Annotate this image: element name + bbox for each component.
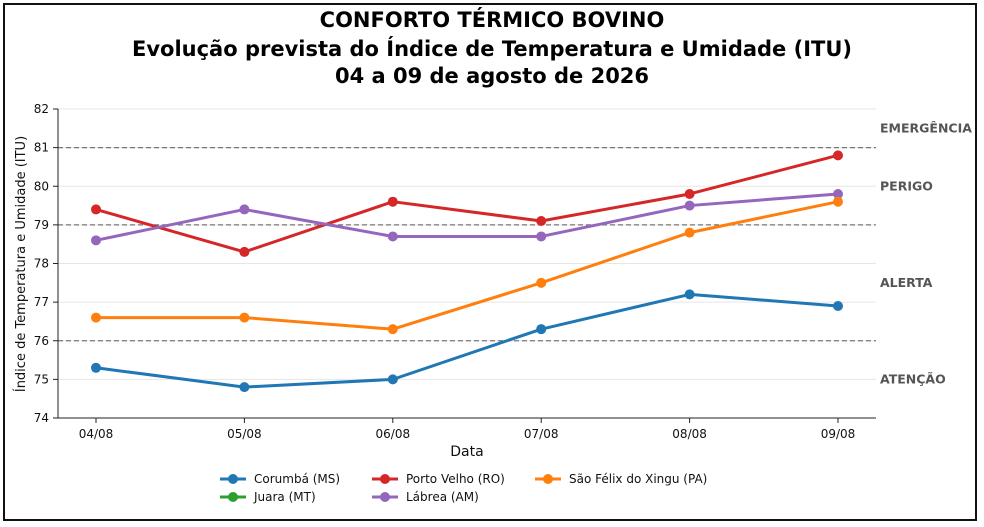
zone-label: ALERTA xyxy=(880,275,933,290)
data-point xyxy=(536,231,547,242)
data-point xyxy=(239,312,250,323)
y-axis-label: Índice de Temperatura e Umidade (ITU) xyxy=(13,136,29,392)
series-line xyxy=(95,153,839,254)
legend: Corumbá (MS) Porto Velho (RO) São Félix do… xyxy=(220,472,707,504)
legend-marker xyxy=(380,474,390,484)
y-tick-label: 75 xyxy=(34,372,49,386)
data-point xyxy=(833,188,843,199)
chart-date-range: 04 a 09 de agosto de 2026 xyxy=(334,64,650,88)
series-line xyxy=(96,200,839,331)
data-point xyxy=(91,362,101,373)
data-point xyxy=(833,196,843,207)
chart-frame xyxy=(3,3,977,521)
zone-label: PERIGO xyxy=(880,178,933,193)
legend-label: Porto Velho (RO) xyxy=(406,472,505,486)
data-point xyxy=(387,196,398,207)
zone-label: ATENÇÃO xyxy=(880,371,946,386)
y-tick-label: 76 xyxy=(34,334,49,348)
y-tick-label: 78 xyxy=(34,257,49,271)
data-point xyxy=(833,150,843,161)
x-axis-label: Data xyxy=(450,444,483,460)
x-tick-label: 09/08 xyxy=(821,427,856,441)
y-tick-label: 82 xyxy=(34,102,49,116)
y-tick-label: 79 xyxy=(34,218,49,232)
data-point xyxy=(536,277,547,288)
legend-label: Lábrea (AM) xyxy=(406,490,479,504)
data-point xyxy=(91,235,101,246)
data-point xyxy=(684,188,695,199)
legend-marker xyxy=(543,474,553,484)
legend-label: São Félix do Xingu (PA) xyxy=(569,472,707,486)
legend-marker xyxy=(228,492,238,502)
data-point xyxy=(91,312,101,323)
x-tick-label: 04/08 xyxy=(79,427,114,441)
x-tick-label: 07/08 xyxy=(524,427,559,441)
data-point xyxy=(536,216,547,227)
data-point xyxy=(91,204,101,215)
chart-subtitle: Evolução prevista do Índice de Temperatu… xyxy=(131,37,852,61)
x-tick-label: 06/08 xyxy=(376,427,411,441)
x-tick-label: 05/08 xyxy=(227,427,262,441)
grid-layer xyxy=(58,108,876,419)
data-point xyxy=(239,246,250,257)
x-tick-label: 08/08 xyxy=(672,427,707,441)
data-point xyxy=(387,324,398,335)
series-line xyxy=(95,192,839,242)
y-tick-label: 81 xyxy=(34,141,49,155)
legend-marker xyxy=(228,474,238,484)
y-tick-label: 77 xyxy=(34,295,49,309)
data-point xyxy=(684,227,695,238)
zone-label: EMERGÊNCIA xyxy=(880,120,972,135)
y-tick-label: 80 xyxy=(34,179,49,193)
series-layer xyxy=(91,150,843,393)
chart-title: CONFORTO TÉRMICO BOVINO xyxy=(319,8,665,32)
series-line xyxy=(95,292,839,389)
data-point xyxy=(239,382,250,393)
data-point xyxy=(684,200,695,211)
data-point xyxy=(684,289,695,300)
legend-label: Corumbá (MS) xyxy=(254,472,340,486)
axes-layer: 74 75 76 77 78 79 80 81 82 04/08 05/08 06/08 07/08 08… xyxy=(34,102,876,441)
data-point xyxy=(239,204,250,215)
zone-labels: EMERGÊNCIA PERIGO ALERTA ATENÇÃO xyxy=(880,120,972,386)
data-point xyxy=(536,324,547,335)
data-point xyxy=(833,300,843,311)
legend-marker xyxy=(380,492,390,502)
legend-label: Juara (MT) xyxy=(253,490,316,504)
y-tick-label: 74 xyxy=(34,411,49,425)
data-point xyxy=(387,231,398,242)
data-point xyxy=(387,374,398,385)
